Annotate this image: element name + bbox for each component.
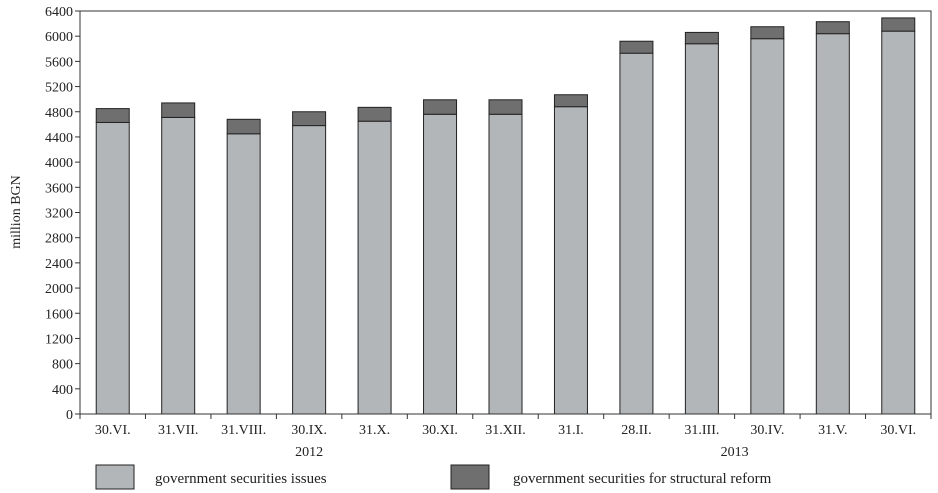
y-tick-label: 3200 bbox=[45, 207, 73, 222]
y-tick-label: 2000 bbox=[45, 282, 73, 297]
bars-group bbox=[95, 17, 916, 415]
bar-securities-issues bbox=[95, 121, 130, 415]
bar-securities-issues bbox=[488, 113, 523, 415]
y-tick-label: 2400 bbox=[45, 257, 73, 272]
x-tick-label: 31.I. bbox=[558, 423, 584, 438]
y-tick-label: 6400 bbox=[45, 5, 73, 20]
x-tick-label: 31.III. bbox=[684, 423, 719, 438]
legend-label: government securities for structural ref… bbox=[513, 471, 772, 487]
y-tick-label: 1200 bbox=[45, 332, 73, 347]
y-tick-label: 800 bbox=[52, 358, 73, 373]
x-tick-label: 31.VII. bbox=[158, 423, 198, 438]
bar-structural-reform bbox=[553, 94, 588, 108]
bar-securities-issues bbox=[750, 38, 785, 415]
bar-structural-reform bbox=[750, 26, 785, 40]
bar-structural-reform bbox=[423, 99, 458, 115]
bar-structural-reform bbox=[881, 17, 916, 32]
y-tick-label: 4800 bbox=[45, 106, 73, 121]
x-tick-label: 30.IV. bbox=[750, 423, 784, 438]
bar-securities-issues bbox=[292, 125, 327, 415]
x-tick-label: 28.II. bbox=[621, 423, 651, 438]
legend: government securities issues government s… bbox=[95, 464, 772, 490]
bar-structural-reform bbox=[292, 111, 327, 127]
bar-structural-reform bbox=[226, 118, 261, 135]
y-tick-label: 5200 bbox=[45, 81, 73, 96]
y-tick-label: 0 bbox=[66, 408, 73, 423]
bar-structural-reform bbox=[619, 40, 654, 54]
bar-securities-issues bbox=[357, 120, 392, 415]
bar-securities-issues bbox=[881, 30, 916, 415]
y-axis: 0 400 800 1200 1600 2000 2400 2800 3200 3600 4000 4… bbox=[45, 5, 80, 423]
y-tick-label: 6000 bbox=[45, 30, 73, 45]
legend-swatch bbox=[95, 464, 135, 490]
year-group-label: 2013 bbox=[721, 445, 749, 460]
bar-structural-reform bbox=[488, 99, 523, 115]
bar-securities-issues bbox=[619, 52, 654, 415]
x-tick-label: 31.V. bbox=[818, 423, 847, 438]
x-tick-label: 31.XII. bbox=[485, 423, 525, 438]
x-tick-label: 30.IX. bbox=[291, 423, 327, 438]
y-tick-label: 1600 bbox=[45, 307, 73, 322]
x-tick-label: 30.VI. bbox=[95, 423, 131, 438]
bar-securities-issues bbox=[553, 106, 588, 415]
x-tick-label: 30.XI. bbox=[422, 423, 458, 438]
bar-structural-reform bbox=[357, 106, 392, 122]
y-axis-title: million BGN bbox=[9, 175, 24, 249]
y-tick-label: 4400 bbox=[45, 131, 73, 146]
bar-structural-reform bbox=[95, 108, 130, 123]
year-group-label: 2012 bbox=[295, 445, 323, 460]
plot-frame bbox=[79, 10, 932, 415]
bar-securities-issues bbox=[684, 43, 719, 415]
bar-structural-reform bbox=[684, 31, 719, 45]
bar-structural-reform bbox=[161, 102, 196, 118]
bar-securities-issues bbox=[161, 116, 196, 415]
y-tick-label: 4000 bbox=[45, 156, 73, 171]
x-tick-label: 30.VI. bbox=[880, 423, 916, 438]
y-tick-label: 2800 bbox=[45, 232, 73, 247]
y-tick-label: 5600 bbox=[45, 55, 73, 70]
x-tick-label: 31.X. bbox=[359, 423, 390, 438]
y-tick-label: 400 bbox=[52, 383, 73, 398]
bar-structural-reform bbox=[815, 21, 850, 35]
legend-label: government securities issues bbox=[155, 471, 327, 487]
x-axis: 30.VI. 31.VII. 31.VIII. 30.IX. 31.X. 30.XI. 31… bbox=[79, 414, 932, 460]
x-tick-label: 31.VIII. bbox=[221, 423, 266, 438]
y-tick-label: 3600 bbox=[45, 181, 73, 196]
bar-securities-issues bbox=[423, 113, 458, 415]
legend-swatch bbox=[450, 464, 490, 490]
bar-securities-issues bbox=[815, 33, 850, 415]
bar-securities-issues bbox=[226, 133, 261, 415]
